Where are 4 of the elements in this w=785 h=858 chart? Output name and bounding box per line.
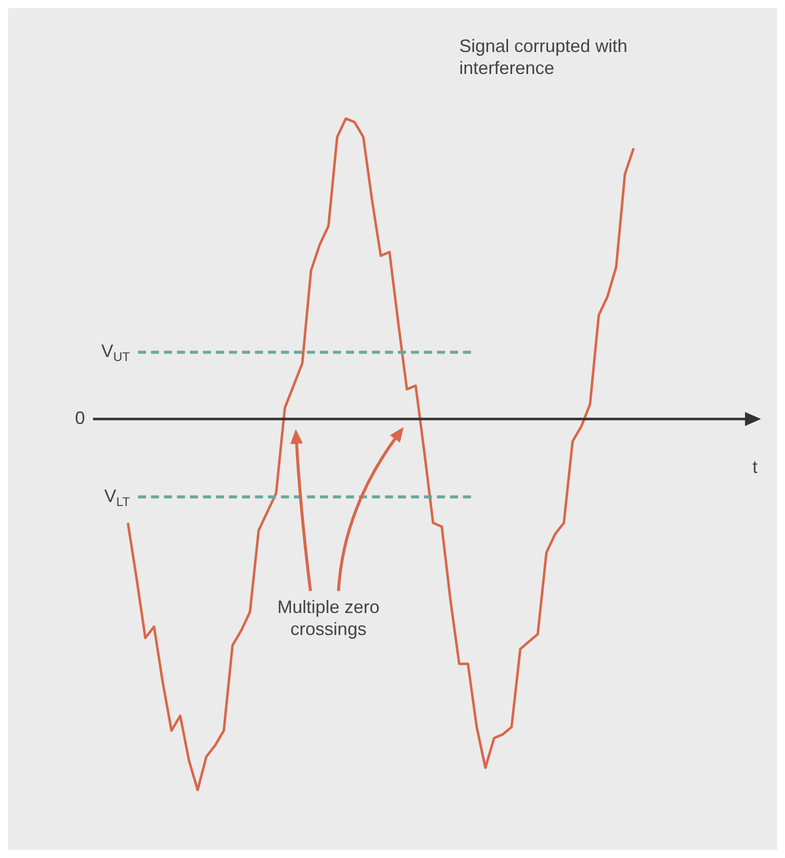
ref-line-label: 0 xyxy=(74,408,86,428)
annotation: Multiple zero crossings xyxy=(277,596,380,639)
x-axis-title: t xyxy=(752,456,758,477)
text: Signal corrupted with interference xyxy=(459,36,628,78)
